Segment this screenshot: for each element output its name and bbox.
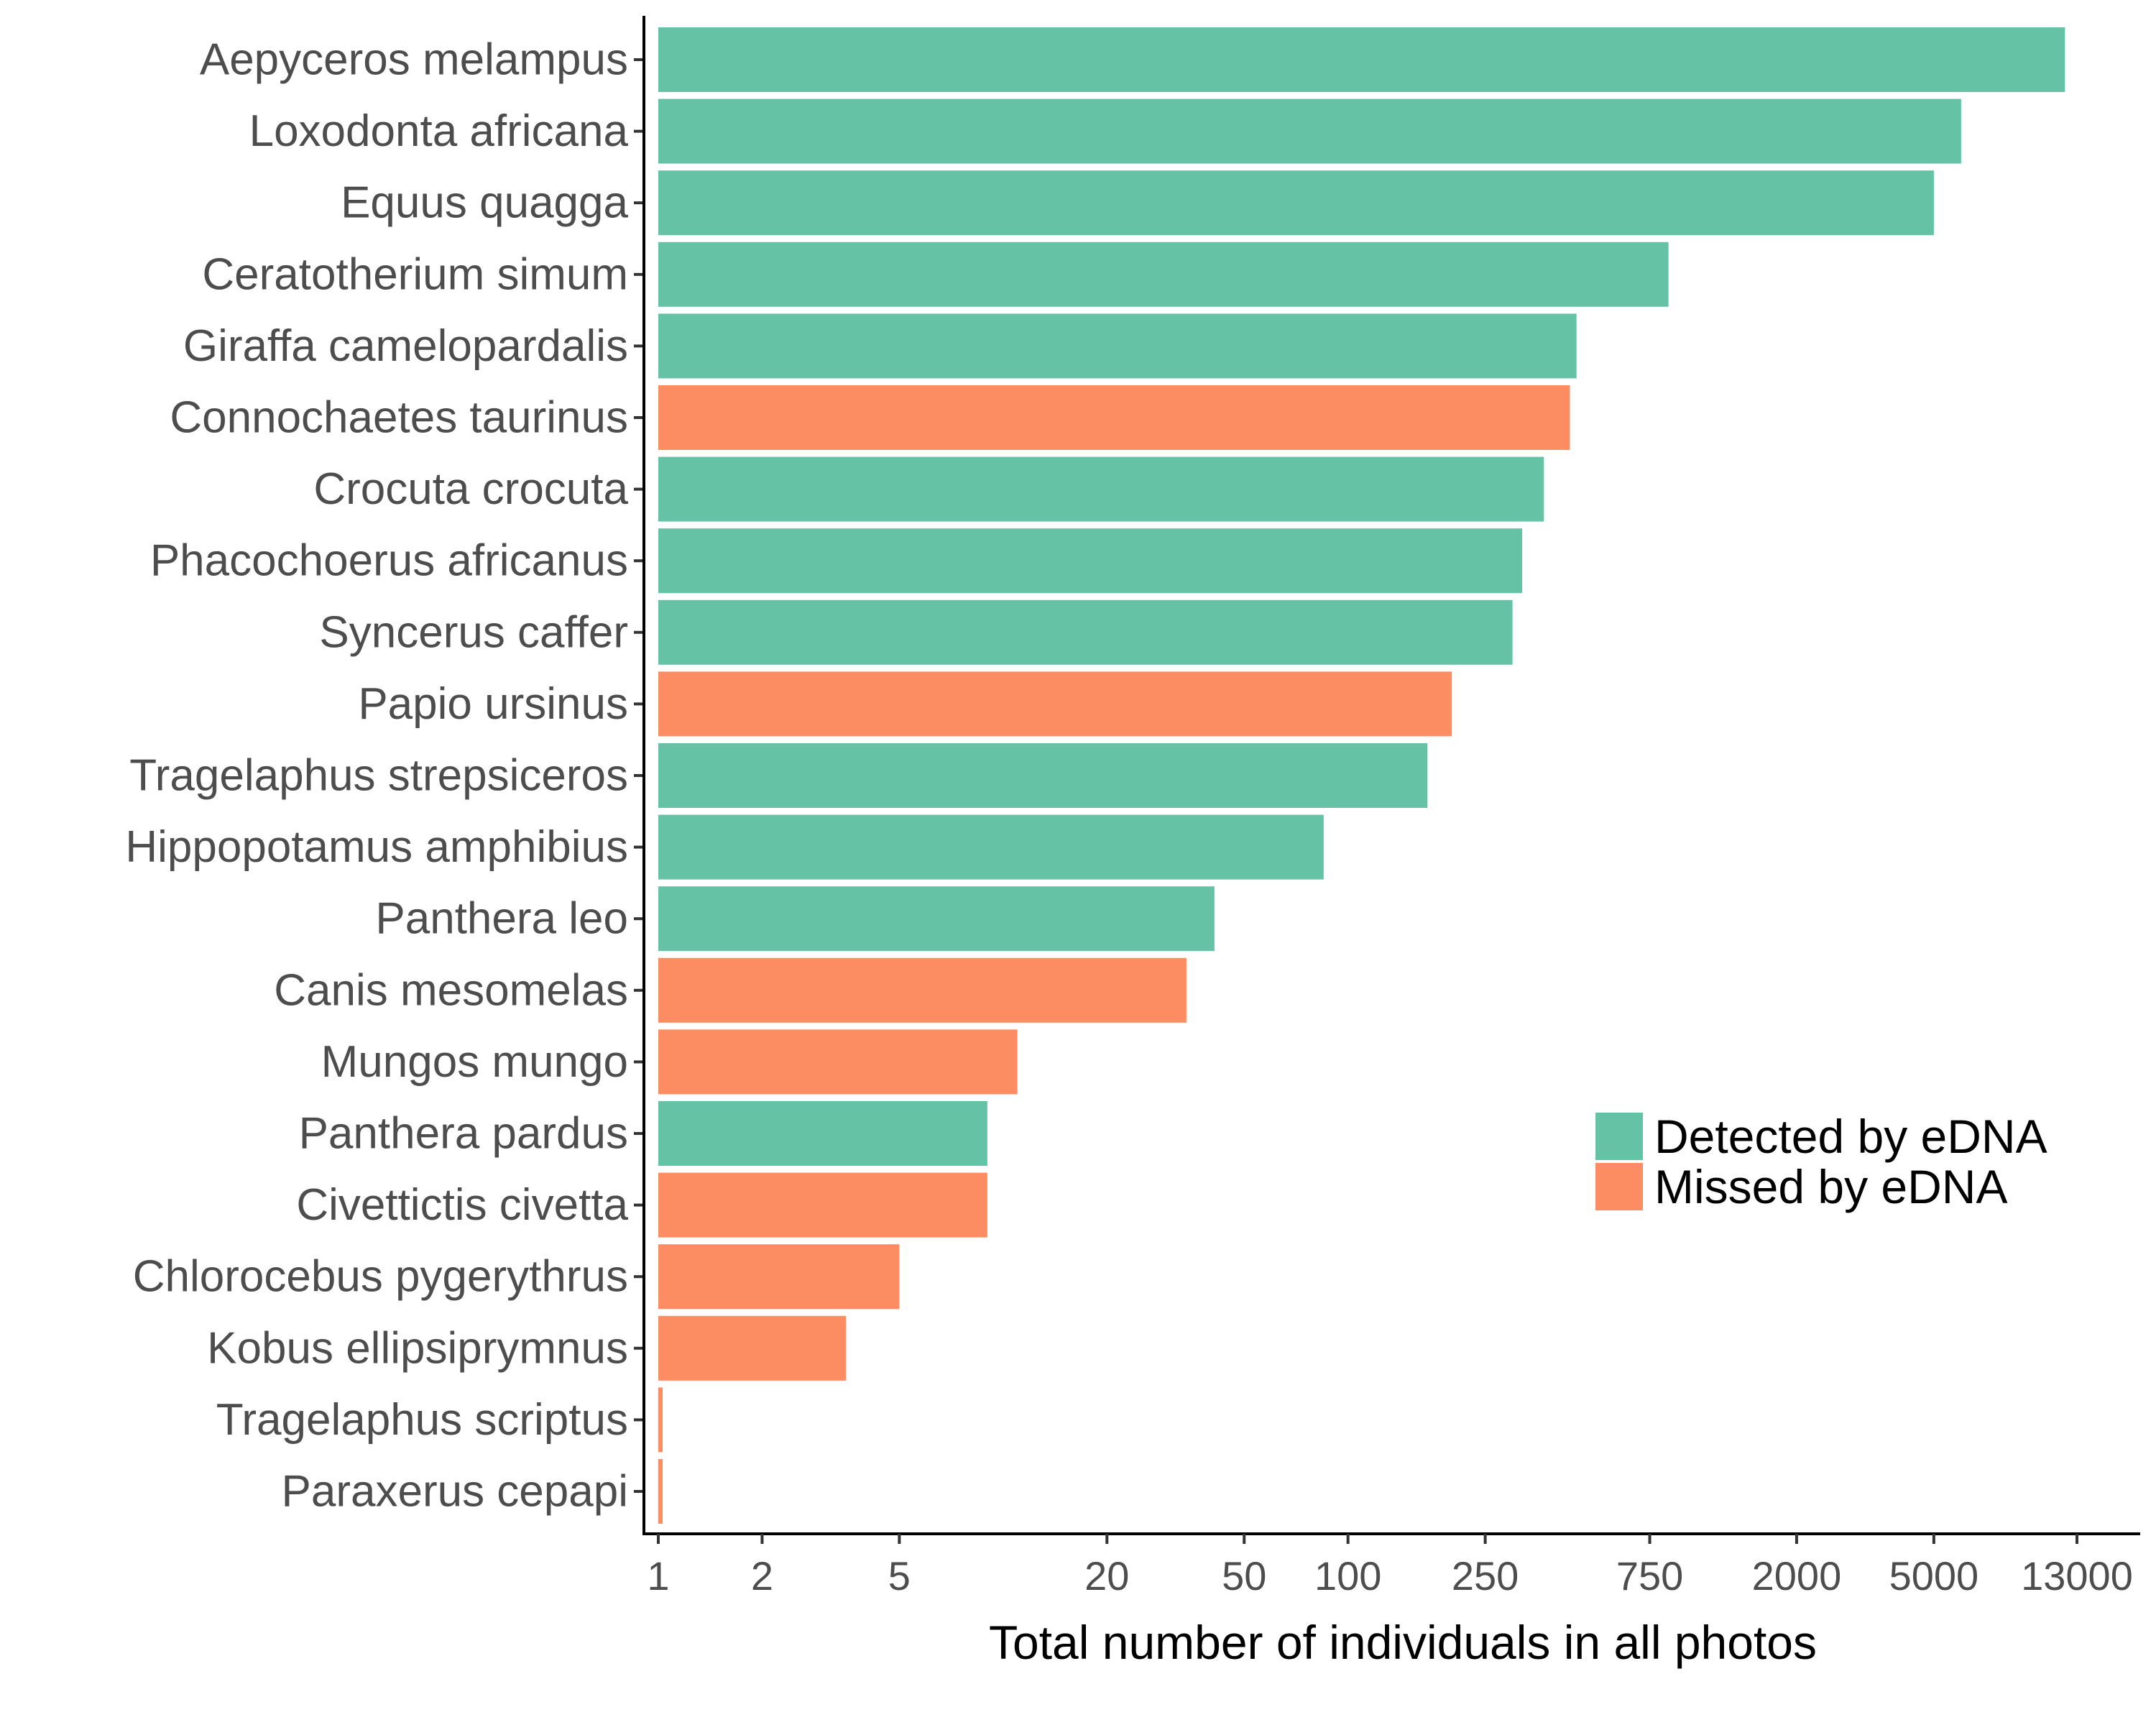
legend-label: Detected by eDNA [1654,1110,2047,1163]
species-label: Paraxerus cepapi [282,1467,629,1517]
x-tick-label: 20 [1084,1553,1129,1598]
legend-label: Missed by eDNA [1654,1160,2008,1213]
bar-ceratotherium-simum [658,242,1669,307]
x-tick-label: 1 [647,1553,669,1598]
bar-equus-quagga [658,170,1934,236]
bar-loxodonta-africana [658,98,1961,164]
bar-phacochoerus-africanus [658,528,1523,594]
x-axis-ticks: 1 2 5 20 50 100 250 750 2000 5000 13000 [647,1534,2133,1598]
y-axis-ticks [634,58,644,1493]
legend-key-missed-by-edna [1595,1163,1643,1210]
bar-chlorocebus-pygerythrus [658,1244,900,1310]
species-label: Mungos mungo [321,1037,628,1087]
x-tick-label: 2 [751,1553,773,1598]
x-tick-label: 13000 [2021,1553,2133,1598]
species-label: Tragelaphus strepsiceros [129,751,628,801]
x-tick-label: 5000 [1889,1553,1979,1598]
species-label: Hippopotamus amphibius [125,822,628,872]
x-tick-label: 750 [1616,1553,1683,1598]
species-label: Crocuta crocuta [313,464,628,514]
bar-tragelaphus-scriptus [658,1387,663,1453]
bar-tragelaphus-strepsiceros [658,743,1428,808]
species-label: Canis mesomelas [274,965,628,1015]
x-tick-label: 250 [1452,1553,1519,1598]
species-label: Papio ursinus [358,679,628,729]
species-label: Chlorocebus pygerythrus [133,1252,628,1302]
bar-paraxerus-cepapi [658,1459,663,1524]
species-label: Syncerus caffer [319,607,628,657]
bar-kobus-ellipsiprymnus [658,1315,847,1381]
species-label: Panthera leo [375,894,628,944]
bars-layer [658,27,2065,1524]
species-label: Ceratotherium simum [202,249,628,299]
bar-papio-ursinus [658,671,1452,737]
x-tick-label: 50 [1222,1553,1266,1598]
species-label: Connochaetes taurinus [170,393,628,443]
bar-aepyceros-melampus [658,27,2065,92]
x-axis-title: Total number of individuals in all photo… [989,1616,1817,1669]
bar-hippopotamus-amphibius [658,814,1324,880]
species-label: Phacochoerus africanus [150,536,628,586]
species-label: Equus quagga [341,178,628,228]
species-label: Civettictis civetta [296,1180,628,1230]
bar-connochaetes-taurinus [658,385,1570,450]
species-label: Panthera pardus [299,1109,628,1159]
x-tick-label: 5 [888,1553,911,1598]
species-label: Tragelaphus scriptus [216,1395,628,1445]
bar-syncerus-caffer [658,599,1513,665]
legend-key-detected-by-edna [1595,1113,1643,1160]
species-label: Kobus ellipsiprymnus [207,1323,628,1373]
species-labels: Aepyceros melampus Loxodonta africana Equu… [125,35,628,1517]
species-label: Giraffa camelopardalis [183,321,628,371]
bar-canis-mesomelas [658,957,1187,1023]
species-label: Loxodonta africana [249,106,629,156]
x-tick-label: 2000 [1752,1553,1842,1598]
bar-panthera-pardus [658,1101,987,1166]
bar-panthera-leo [658,886,1215,952]
species-label: Aepyceros melampus [200,35,628,85]
x-tick-label: 100 [1314,1553,1381,1598]
bar-mungos-mungo [658,1029,1018,1095]
bar-giraffa-camelopardalis [658,313,1577,379]
bar-crocuta-crocuta [658,456,1544,522]
bar-civettictis-civetta [658,1172,987,1238]
